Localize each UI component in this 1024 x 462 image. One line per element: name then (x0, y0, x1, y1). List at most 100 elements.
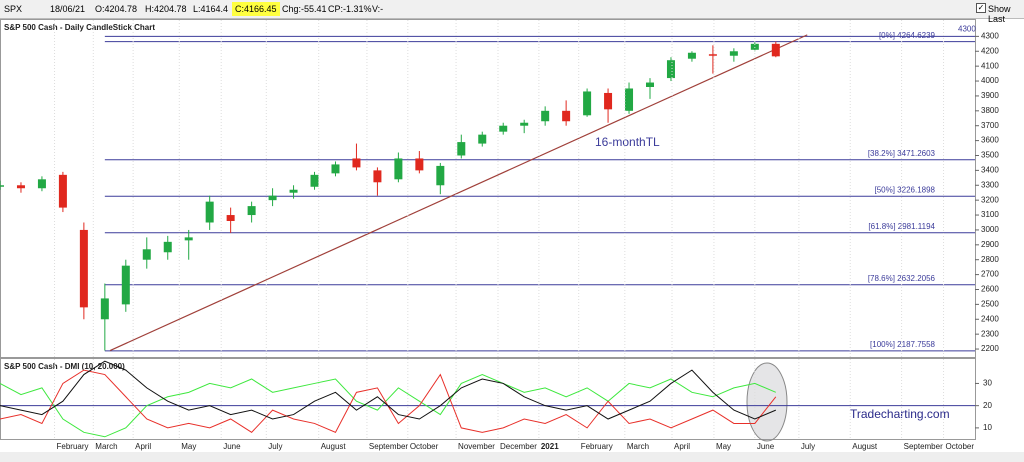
low: L:4164.4 (193, 4, 229, 14)
close: C:4166.45 (232, 2, 280, 16)
x-tick-label: December (500, 442, 537, 451)
change: Chg:-55.41 (282, 4, 327, 14)
candle-body (121, 265, 130, 305)
y-tick-label: 2400 (981, 314, 999, 323)
checkbox[interactable]: ✓ (976, 3, 986, 13)
fib-label: [50%] 3226.1898 (875, 185, 936, 194)
trendline (109, 34, 808, 352)
x-tick-label: June (223, 442, 241, 451)
candle-body (37, 179, 46, 189)
y-tick-label: 3300 (981, 180, 999, 189)
y-tick-label: 3000 (981, 225, 999, 234)
candle-body (750, 43, 759, 50)
candle-body (142, 249, 151, 260)
x-tick-label: April (135, 442, 151, 451)
x-tick-label: November (458, 442, 495, 451)
x-tick-label: October (946, 442, 975, 451)
fib-label: [61.8%] 2981.1194 (868, 222, 935, 231)
candle-body (247, 206, 256, 216)
candle-body (687, 52, 696, 59)
x-tick-label: September (369, 442, 408, 451)
fib-label: [100%] 2187.7558 (870, 340, 935, 349)
reference-label: 4300 (958, 24, 976, 33)
y-tick-label: 3600 (981, 136, 999, 145)
dmi-line (0, 374, 777, 438)
candle-body (499, 125, 508, 132)
candle-body (604, 92, 613, 110)
watermark: Tradecharting.com (850, 407, 950, 421)
volume: V:- (372, 4, 384, 14)
candle-body (16, 185, 25, 189)
open: O:4204.78 (95, 4, 138, 14)
candle-body (331, 164, 340, 174)
candle-body (268, 195, 277, 201)
y-tick-label: 10 (983, 423, 992, 432)
candle-body (436, 165, 445, 186)
y-tick-label: 3700 (981, 121, 999, 130)
candle-body (310, 174, 319, 187)
candle-body (520, 122, 529, 126)
x-tick-label: October (410, 442, 439, 451)
y-tick-label: 3900 (981, 91, 999, 100)
symbol: SPX (4, 4, 23, 14)
candle-body (79, 229, 88, 308)
candle-body (373, 170, 382, 183)
y-tick-label: 4100 (981, 61, 999, 70)
candle-body (625, 88, 634, 111)
y-tick-label: 2600 (981, 285, 999, 294)
candle-body (415, 158, 424, 171)
fib-label: [38.2%] 3471.2603 (868, 149, 936, 158)
x-tick-label: March (95, 442, 117, 451)
y-tick-label: 2900 (981, 240, 999, 249)
y-tick-label: 2700 (981, 270, 999, 279)
y-tick-label: 4200 (981, 46, 999, 55)
x-tick-label: April (674, 442, 690, 451)
candle-body (541, 110, 550, 122)
dmi-panel (0, 358, 976, 440)
candle-body (352, 158, 361, 168)
trendline-label: 16-monthTL (595, 135, 660, 149)
dmi-line (0, 360, 777, 420)
toolbar: SPX 18/06/21 O:4204.78 H:4204.78 L:4164.… (0, 0, 1024, 24)
candle-body (646, 82, 654, 87)
candle-body (708, 54, 717, 56)
candle-body (478, 134, 487, 144)
x-tick-label: September (904, 442, 943, 451)
x-tick-label: June (757, 442, 775, 451)
y-tick-label: 3100 (981, 210, 999, 219)
y-tick-label: 2800 (981, 255, 999, 264)
candle-body (562, 110, 571, 122)
y-tick-label: 4000 (981, 76, 999, 85)
y-tick-label: 3400 (981, 165, 999, 174)
fib-label: [0%] 4264.6239 (879, 31, 936, 40)
y-tick-label: 2500 (981, 299, 999, 308)
candle-body (289, 189, 298, 193)
y-tick-label: 30 (983, 379, 992, 388)
x-tick-label: August (852, 442, 878, 451)
highlight-ellipse (746, 362, 788, 442)
y-tick-label: 3200 (981, 195, 999, 204)
candle-body (666, 60, 675, 79)
candle-body (226, 215, 235, 221)
x-tick-label: July (268, 442, 282, 451)
y-tick-label: 2300 (981, 329, 999, 338)
candle-body (771, 43, 780, 57)
x-tick-label: July (801, 442, 815, 451)
main-panel (0, 19, 976, 358)
x-tick-label: February (581, 442, 613, 451)
y-tick-label: 20 (983, 401, 992, 410)
x-tick-label: 2021 (541, 442, 559, 451)
show-last-label[interactable]: Show Last (988, 4, 1011, 24)
y-tick-label: 3500 (981, 151, 999, 160)
x-tick-label: May (181, 442, 196, 451)
chart: S&P 500 Cash - Daily CandleStick Chart S… (0, 19, 1024, 462)
y-tick-label: 3800 (981, 106, 999, 115)
y-tick-label: 2200 (981, 344, 999, 353)
candle-body (100, 298, 109, 320)
x-tick-label: February (57, 442, 89, 451)
chart-title: S&P 500 Cash - Daily CandleStick Chart (4, 23, 155, 32)
candle-body (163, 241, 172, 253)
candle-body (729, 51, 738, 56)
scrollbar (0, 452, 1024, 462)
